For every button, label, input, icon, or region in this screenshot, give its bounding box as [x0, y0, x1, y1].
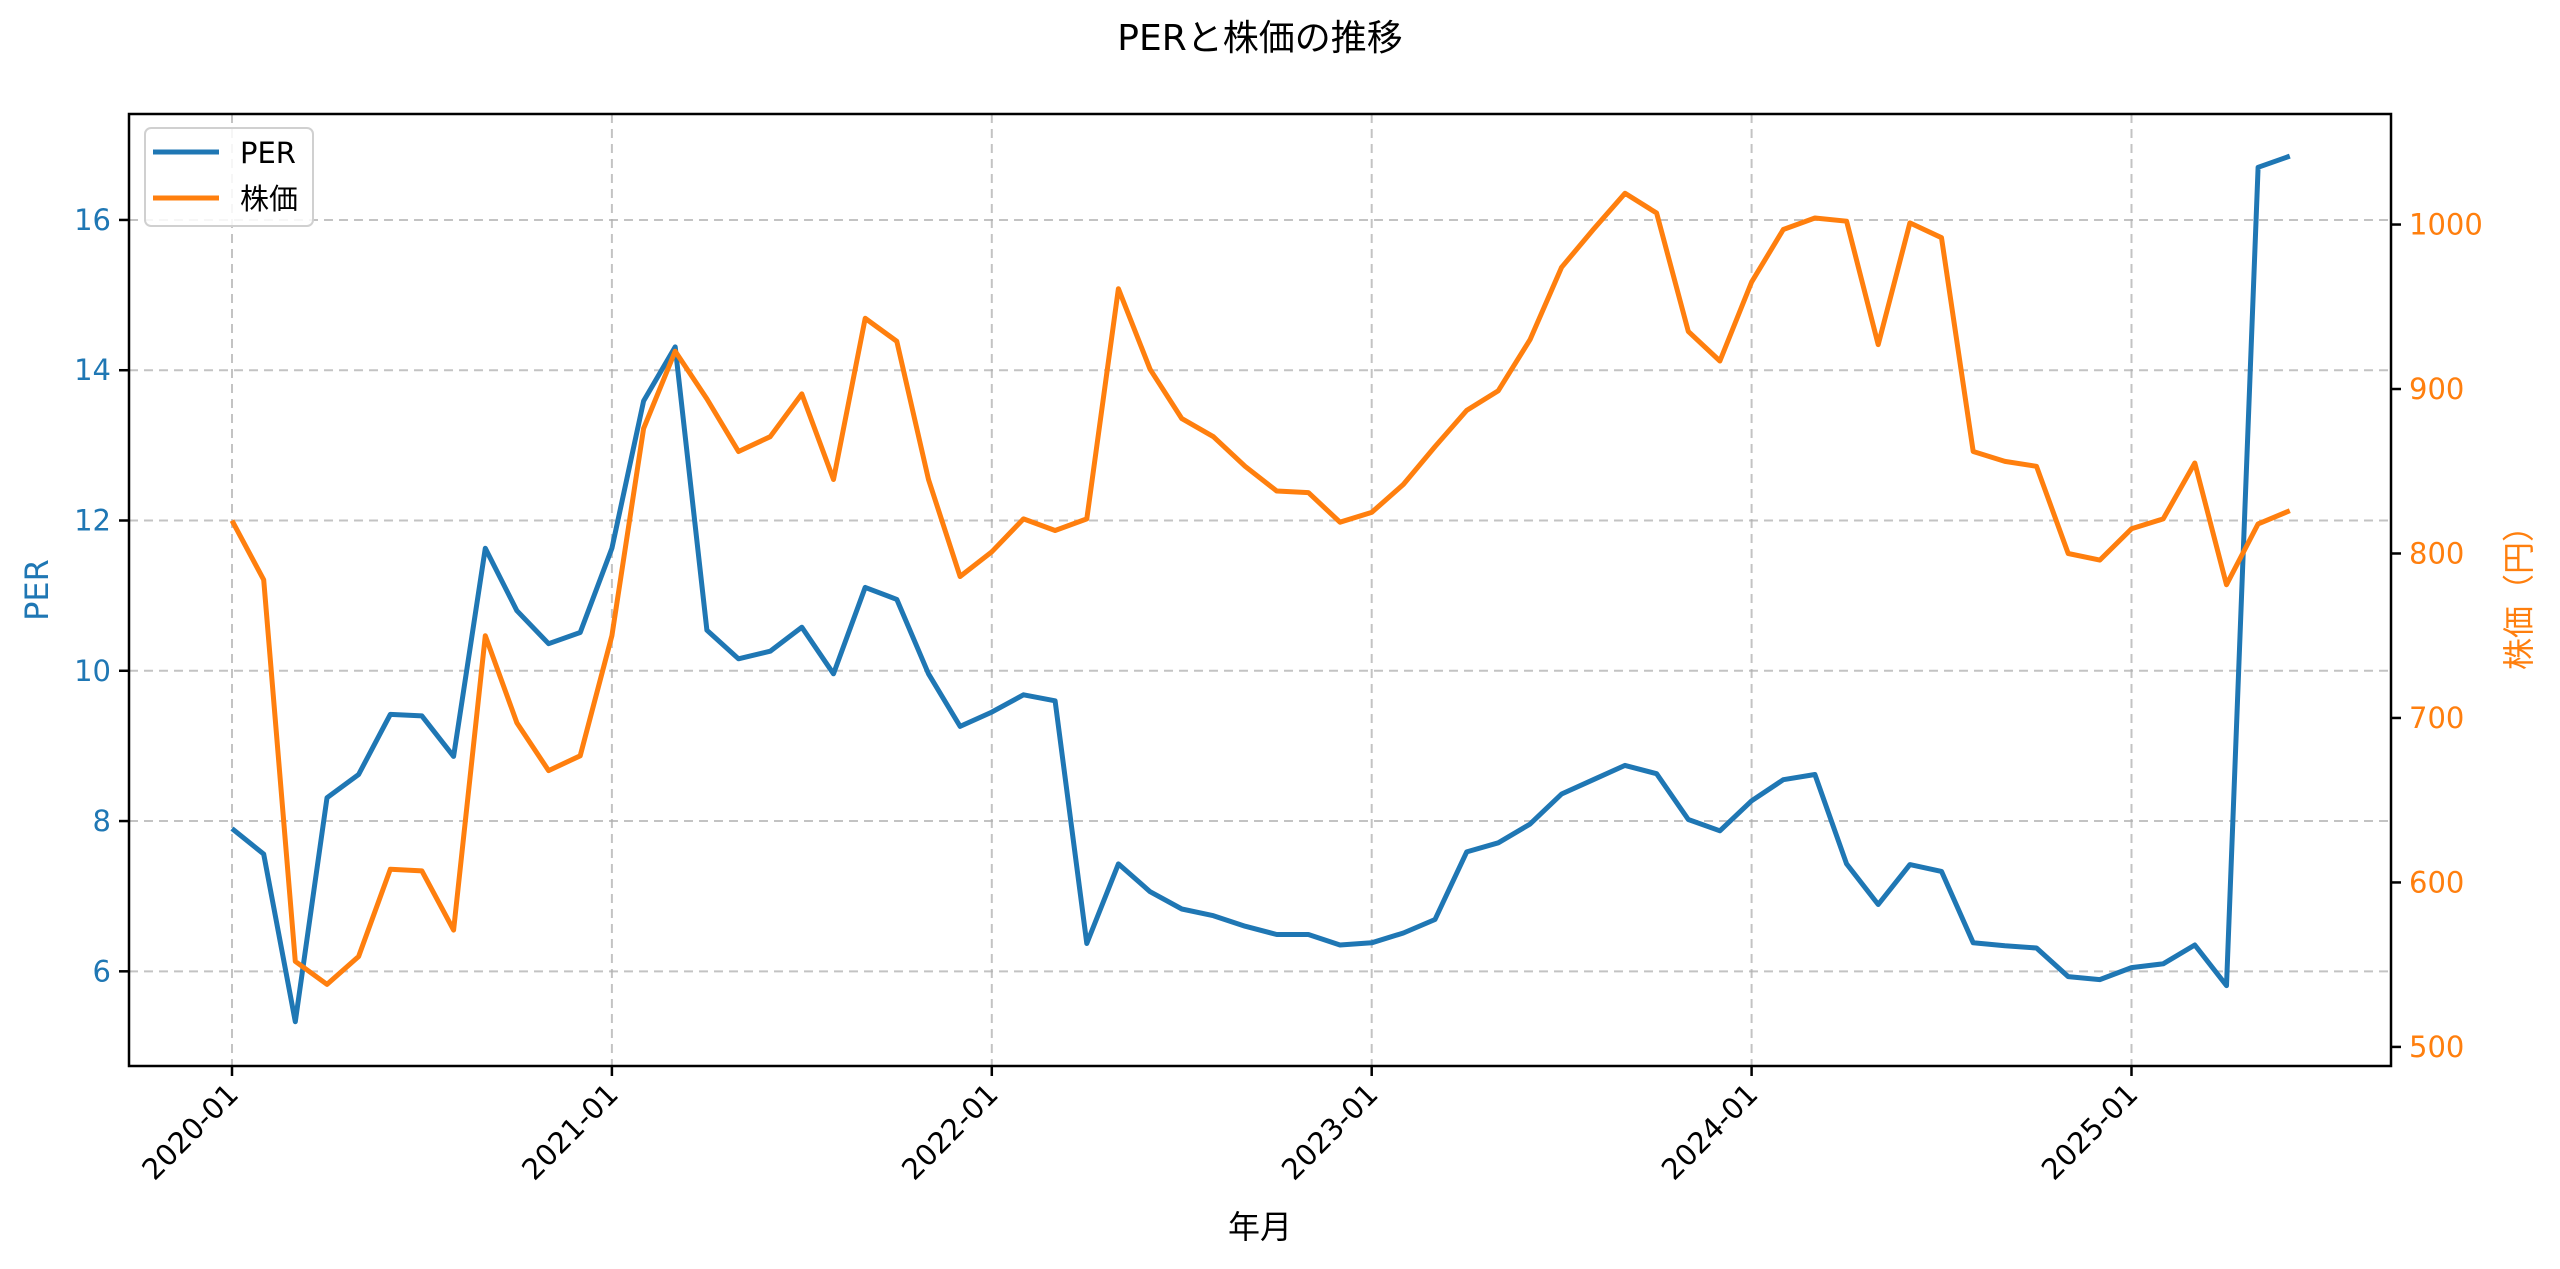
plot-frame [127, 112, 2393, 1068]
y-right-tick-label: 900 [2409, 372, 2464, 406]
x-axis: 2020-01 2021-01 2022-01 2023-01 2024-01 2025-… [135, 1066, 2144, 1187]
legend-stock-label: 株価 [240, 182, 298, 216]
plot-lines [229, 153, 2291, 1025]
x-tick-label: 2024-01 [1655, 1077, 1765, 1187]
x-tick-label: 2025-01 [2035, 1077, 2145, 1187]
per-line [230, 153, 2291, 1025]
chart-title: PERと株価の推移 [1117, 18, 1402, 59]
y-axis-right: 500 600 700 800 900 1000 [2391, 208, 2483, 1064]
grid [129, 114, 2391, 1066]
y-left-tick-label: 16 [74, 203, 111, 237]
legend: PER 株価 [144, 127, 314, 227]
y-axis-right-label: 株価（円） [2500, 510, 2538, 670]
x-tick-label: 2021-01 [515, 1077, 625, 1187]
y-right-tick-label: 500 [2409, 1030, 2464, 1064]
y-right-tick-label: 1000 [2409, 208, 2483, 242]
x-tick-label: 2022-01 [895, 1077, 1005, 1187]
y-left-tick-label: 6 [93, 954, 111, 988]
x-tick-label: 2023-01 [1275, 1077, 1385, 1187]
y-right-tick-label: 700 [2409, 701, 2464, 735]
x-tick-label: 2020-01 [135, 1077, 245, 1187]
y-left-tick-label: 12 [74, 503, 111, 537]
y-right-tick-label: 800 [2409, 536, 2464, 570]
y-left-tick-label: 14 [74, 353, 111, 387]
y-left-tick-label: 8 [93, 804, 111, 838]
legend-per-label: PER [240, 136, 296, 170]
stock-price-line [229, 190, 2291, 987]
y-axis-left-label: PER [18, 559, 56, 621]
x-axis-label: 年月 [1228, 1208, 1292, 1246]
y-left-tick-label: 10 [74, 654, 111, 688]
y-right-tick-label: 600 [2409, 865, 2464, 899]
y-axis-left: 6 8 10 12 14 16 [74, 203, 129, 988]
